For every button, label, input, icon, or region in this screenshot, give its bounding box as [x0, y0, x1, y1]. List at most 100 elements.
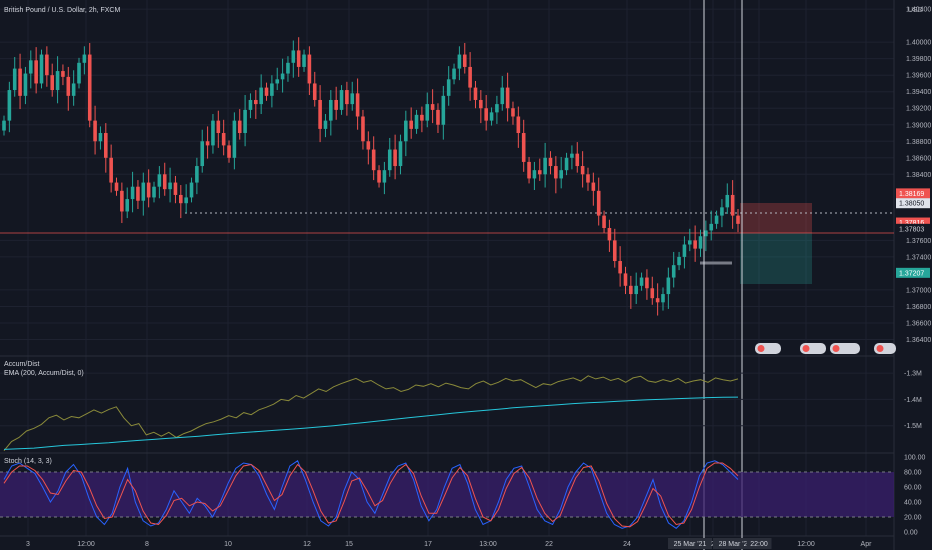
candle-body — [66, 76, 71, 96]
candle-body — [666, 277, 671, 295]
time-tick-label: 24 — [623, 541, 631, 548]
candle-body — [334, 99, 338, 110]
candle-body — [136, 186, 140, 201]
time-badge[interactable] — [713, 538, 757, 549]
price-tick-label: 1.37400 — [906, 254, 931, 261]
candle-body — [345, 90, 349, 105]
candle-body — [286, 62, 290, 74]
price-tick-label: 1.36400 — [906, 337, 931, 344]
stoch-tick-label: 100.00 — [904, 455, 926, 462]
stoch-d-line[interactable] — [3, 462, 739, 528]
stoch-title[interactable]: Stoch (14, 3, 3) — [4, 458, 52, 465]
candle-body — [714, 215, 719, 224]
candle-body — [436, 109, 440, 125]
candle-body — [350, 93, 355, 105]
candle-body — [264, 87, 269, 96]
candle-body — [655, 298, 660, 303]
flag-icon — [757, 345, 765, 352]
candle-body — [302, 54, 306, 67]
candle-body — [468, 66, 472, 88]
candle-body — [532, 170, 537, 179]
time-tick-label: 10 — [224, 541, 232, 548]
candle-body — [146, 182, 151, 198]
candle-body — [543, 157, 547, 175]
candle-body — [559, 170, 563, 179]
candle-body — [280, 73, 285, 80]
candle-body — [382, 170, 387, 183]
candle-body — [602, 215, 606, 228]
candle-body — [387, 149, 392, 171]
candle-body — [307, 54, 312, 84]
accum-dist-title[interactable]: Accum/Dist — [4, 361, 39, 368]
candle-body — [120, 190, 124, 212]
symbol-title[interactable]: British Pound / U.S. Dollar, 2h, FXCM — [4, 7, 120, 14]
stoch-k-line[interactable] — [3, 460, 739, 529]
ema-title[interactable]: EMA (200, Accum/Dist, 0) — [4, 370, 84, 377]
accum-dist-line[interactable] — [3, 375, 739, 452]
candle-body — [709, 223, 714, 231]
ema-line[interactable] — [3, 396, 739, 450]
candle-body — [232, 120, 237, 158]
accum-dist-pane: -1.3M -1.4M -1.5M — [0, 371, 922, 452]
candle-body — [34, 60, 38, 84]
candle-body — [237, 120, 242, 134]
candle-body — [366, 141, 371, 150]
candle-body — [291, 50, 296, 63]
candle-body — [634, 285, 639, 295]
price-badge-bid[interactable] — [896, 223, 930, 234]
candle-body — [162, 174, 167, 190]
stoch-band — [0, 472, 894, 517]
candle-body — [243, 109, 247, 134]
candle-body — [318, 99, 322, 129]
candle-body — [329, 99, 333, 121]
time-tick-label: 3 — [26, 541, 30, 548]
candles — [2, 37, 740, 316]
price-tick-label: 1.37000 — [906, 287, 931, 294]
candle-body — [98, 133, 103, 142]
price-axis[interactable]: 1.40400 1.40000 1.39800 1.39600 1.39400 1.392… — [896, 7, 931, 344]
candle-body — [596, 190, 601, 216]
candle-body — [114, 182, 119, 191]
candle-body — [205, 141, 210, 146]
position-stop-zone[interactable] — [740, 203, 812, 233]
candle-body — [698, 236, 703, 249]
candle-body — [650, 288, 655, 299]
price-badge-last[interactable] — [896, 198, 930, 209]
time-badge[interactable] — [746, 538, 772, 549]
stoch-tick-label: 0.00 — [904, 530, 918, 537]
candle-body — [55, 71, 60, 91]
stoch-tick-label: 80.00 — [904, 470, 922, 477]
price-tick-label: 1.38800 — [906, 139, 931, 146]
candle-body — [704, 230, 708, 237]
candle-body — [393, 149, 397, 167]
candle-body — [184, 197, 188, 204]
candle-body — [50, 75, 55, 91]
price-badge-label: 1.38169 — [899, 191, 924, 198]
candle-body — [612, 240, 617, 262]
candle-body — [221, 133, 226, 146]
time-badge[interactable] — [668, 538, 712, 549]
candle-body — [173, 182, 178, 195]
price-badge-target[interactable] — [896, 267, 930, 278]
candle-body — [452, 68, 456, 80]
event-badges[interactable] — [755, 343, 896, 354]
accum-tick-label: -1.4M — [904, 397, 922, 404]
price-tick-label: 1.38600 — [906, 155, 931, 162]
price-badge-entry[interactable] — [896, 217, 930, 228]
candle-body — [484, 108, 488, 121]
candle-body — [93, 120, 97, 142]
candle-body — [580, 166, 585, 175]
price-tick-label: 1.37600 — [906, 238, 931, 245]
accum-tick-label: -1.5M — [904, 423, 922, 430]
candle-body — [586, 174, 590, 183]
time-tick-label: 28 Mar '21 — [719, 541, 752, 548]
candle-body — [82, 54, 87, 63]
candle-body — [157, 174, 162, 187]
position-target-zone[interactable] — [740, 233, 812, 284]
candle-body — [736, 215, 740, 224]
price-badge-stop[interactable] — [896, 188, 930, 199]
time-tick-label: 12 — [303, 541, 311, 548]
candle-body — [227, 145, 231, 158]
